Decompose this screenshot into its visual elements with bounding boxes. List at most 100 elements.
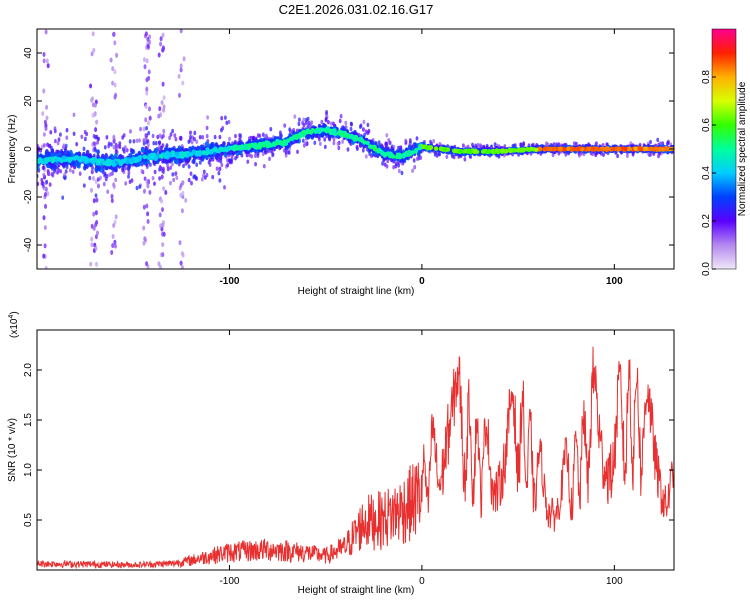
spectral-sample (165, 143, 169, 148)
noise-speckle (114, 214, 118, 220)
spectral-sample (85, 131, 88, 137)
snr-plot-frame (36, 329, 675, 571)
spectral-peak (325, 126, 330, 131)
spectral-sample (602, 152, 605, 157)
spectral-peak (453, 148, 458, 153)
spectral-sample (222, 141, 226, 147)
spectral-sample (82, 183, 86, 188)
spectral-peak (59, 158, 64, 164)
spectral-sample (217, 171, 221, 176)
noise-speckle (161, 81, 165, 87)
spectral-sample (61, 195, 65, 200)
spectral-sample (65, 128, 69, 133)
spectral-peak (77, 157, 83, 162)
spectral-peak (50, 159, 55, 164)
spectral-sample (190, 181, 193, 186)
spectral-sample (302, 117, 306, 122)
spectral-sample (320, 132, 325, 138)
spectral-peak (590, 147, 596, 152)
spectral-sample (189, 171, 193, 176)
spectral-peak (579, 147, 585, 152)
noise-speckle (112, 223, 116, 228)
spectral-sample (97, 177, 100, 182)
spectral-peak (151, 153, 156, 158)
spectral-sample (107, 143, 111, 149)
spectral-sample (366, 122, 370, 128)
spectral-sample (246, 159, 250, 164)
colorbar-gradient (711, 28, 737, 270)
spectrogram-xtick-label: 0 (419, 276, 425, 287)
noise-speckle (43, 243, 47, 249)
spectral-sample (220, 162, 224, 168)
noise-speckle (93, 102, 97, 108)
spectral-sample (206, 115, 210, 120)
spectral-peak (111, 161, 116, 167)
spectral-peak (342, 132, 348, 137)
spectral-sample (239, 133, 242, 138)
spectral-sample (265, 133, 268, 138)
spectral-sample (110, 142, 113, 147)
spectral-sample (364, 154, 368, 159)
snr-marks (37, 346, 674, 570)
noise-speckle (94, 234, 98, 240)
spectral-sample (169, 165, 173, 170)
spectral-sample (151, 176, 155, 181)
noise-speckle (146, 43, 150, 49)
noise-speckle (145, 77, 149, 83)
noise-speckle (109, 57, 113, 63)
spectral-sample (48, 182, 52, 187)
spectral-sample (193, 137, 196, 142)
spectral-sample (187, 139, 191, 144)
spectral-sample (575, 141, 578, 147)
spectral-sample (268, 156, 271, 161)
noise-speckle (148, 115, 152, 121)
snr-multiplier: (x104) (8, 311, 20, 338)
snr-multiplier-exp: 4 (8, 315, 15, 319)
spectral-sample (385, 142, 389, 147)
spectral-sample (227, 119, 231, 125)
noise-speckle (143, 188, 146, 194)
spectral-sample (121, 135, 125, 140)
spectral-sample (220, 116, 224, 121)
spectral-sample (192, 158, 196, 164)
snr-ticks: -100 0 100 0.5 1.0 1.5 2.0 (23, 330, 674, 587)
spectral-sample (252, 135, 256, 140)
noise-speckle (144, 31, 148, 37)
spectral-sample (65, 135, 69, 140)
noise-speckle (92, 198, 96, 204)
noise-speckle (142, 240, 146, 246)
spectral-sample (172, 177, 176, 183)
spectrogram-ylabel: Frequency (Hz) (7, 115, 18, 184)
noise-speckle (146, 219, 150, 224)
spectrogram-ytick-label: -40 (23, 237, 34, 252)
spectral-sample (344, 120, 348, 126)
noise-speckle (92, 225, 96, 231)
noise-speckle (44, 203, 47, 209)
spectral-peak (142, 154, 147, 160)
noise-speckle (164, 190, 168, 195)
spectral-sample (355, 144, 359, 150)
spectral-sample (215, 166, 219, 171)
spectral-sample (175, 175, 179, 180)
noise-speckle (142, 57, 146, 63)
noise-speckle (94, 210, 98, 216)
spectral-sample (127, 170, 131, 176)
snr-multiplier-base: (x10 (9, 318, 20, 338)
spectral-sample (147, 142, 150, 147)
noise-speckle (94, 222, 98, 228)
noise-speckle (143, 64, 147, 70)
noise-speckle (177, 73, 181, 79)
spectral-peak (494, 148, 499, 153)
spectral-peak (633, 146, 638, 151)
spectral-sample (341, 139, 344, 144)
spectral-sample (285, 149, 288, 154)
spectrogram-marks (37, 29, 674, 269)
spectral-sample (386, 158, 390, 164)
spectral-peak (484, 149, 490, 155)
noise-speckle (96, 230, 99, 236)
spectral-sample (93, 146, 97, 151)
spectral-sample (347, 138, 352, 144)
spectral-peak (204, 150, 210, 156)
spectral-sample (71, 169, 75, 174)
spectral-sample (114, 152, 118, 158)
